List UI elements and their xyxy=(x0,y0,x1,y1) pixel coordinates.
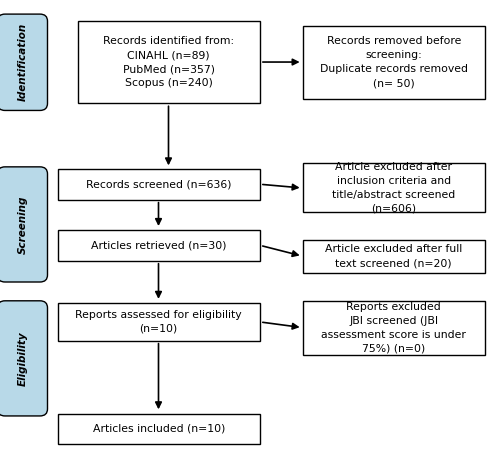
FancyBboxPatch shape xyxy=(302,163,485,212)
Text: Articles included (n=10): Articles included (n=10) xyxy=(92,424,225,434)
Text: Records screened (n=636): Records screened (n=636) xyxy=(86,180,232,189)
FancyBboxPatch shape xyxy=(58,414,260,444)
Text: Records removed before
screening:
Duplicate records removed
(n= 50): Records removed before screening: Duplic… xyxy=(320,36,468,88)
Text: Reports excluded
JBI screened (JBI
assessment score is under
75%) (n=0): Reports excluded JBI screened (JBI asses… xyxy=(322,302,466,354)
Text: Screening: Screening xyxy=(18,195,28,254)
FancyBboxPatch shape xyxy=(0,301,48,416)
Text: Reports assessed for eligibility
(n=10): Reports assessed for eligibility (n=10) xyxy=(76,310,242,334)
FancyBboxPatch shape xyxy=(0,14,48,110)
FancyBboxPatch shape xyxy=(302,240,485,273)
Text: Article excluded after
inclusion criteria and
title/abstract screened
(n=606): Article excluded after inclusion criteri… xyxy=(332,162,456,214)
Text: Records identified from:
CINAHL (n=89)
PubMed (n=357)
Scopus (n=240): Records identified from: CINAHL (n=89) P… xyxy=(103,36,234,88)
Text: Identification: Identification xyxy=(18,23,28,102)
FancyBboxPatch shape xyxy=(0,167,48,282)
Text: Articles retrieved (n=30): Articles retrieved (n=30) xyxy=(91,241,226,251)
Text: Article excluded after full
text screened (n=20): Article excluded after full text screene… xyxy=(325,244,462,268)
FancyBboxPatch shape xyxy=(302,26,485,99)
FancyBboxPatch shape xyxy=(58,169,260,200)
Text: Eligibility: Eligibility xyxy=(18,331,28,386)
FancyBboxPatch shape xyxy=(58,230,260,261)
FancyBboxPatch shape xyxy=(78,21,260,103)
FancyBboxPatch shape xyxy=(302,301,485,355)
FancyBboxPatch shape xyxy=(58,303,260,341)
